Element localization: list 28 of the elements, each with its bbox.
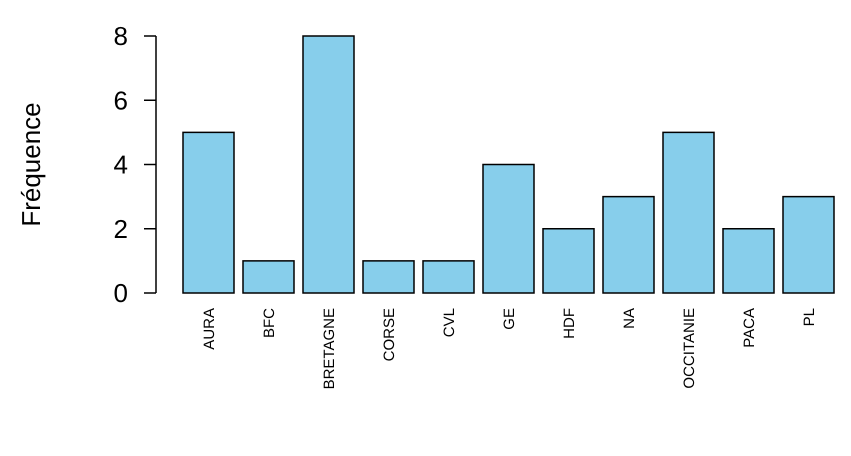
x-tick-label: HDF	[560, 308, 578, 339]
bar	[542, 228, 595, 294]
bar	[602, 196, 655, 294]
y-tick-label: 0	[114, 278, 128, 308]
bar	[302, 35, 355, 294]
x-tick-label: NA	[620, 308, 638, 329]
bar	[422, 260, 475, 294]
x-tick-label: BRETAGNE	[320, 308, 338, 390]
y-tick-label: 4	[114, 150, 128, 180]
x-tick-label: AURA	[200, 308, 218, 350]
bar	[782, 196, 835, 294]
y-tick-label: 6	[114, 85, 128, 116]
x-tick-label: OCCITANIE	[680, 308, 698, 389]
bar	[662, 132, 715, 294]
x-tick-label: GE	[500, 308, 518, 330]
y-tick-label: 2	[114, 214, 128, 244]
y-tick-label: 8	[114, 21, 128, 52]
x-tick-label: CVL	[440, 308, 458, 338]
x-tick-label: PACA	[740, 308, 758, 348]
x-tick-label: BFC	[260, 308, 278, 338]
bar	[482, 164, 535, 294]
x-tick-label: PL	[800, 308, 818, 326]
bar	[242, 260, 295, 294]
bar	[182, 132, 235, 294]
bar	[362, 260, 415, 294]
bar	[722, 228, 775, 294]
y-axis-title: Fréquence	[16, 102, 46, 227]
x-tick-label: CORSE	[380, 308, 398, 362]
